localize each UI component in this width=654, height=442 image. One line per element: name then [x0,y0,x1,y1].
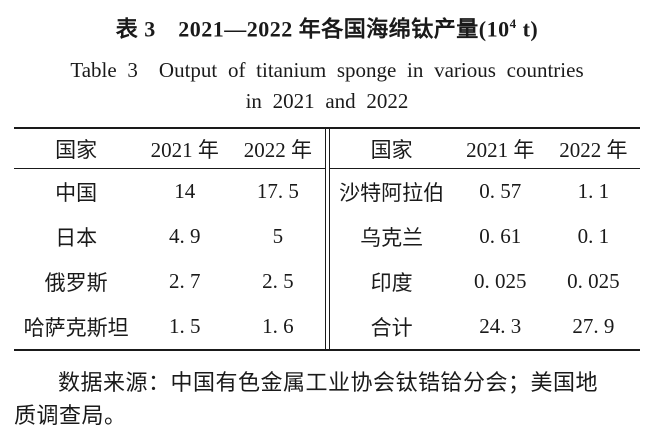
cell-2021-value: 2. 7 [169,269,201,294]
cell-country: 乌克兰 [360,225,424,250]
cell-country: 中国 [55,180,98,205]
header-2022-left: 2022 年 [243,137,313,162]
cell-2021-value: 0. 57 [479,179,522,204]
cell-2022-value: 1. 1 [577,179,610,204]
cell-country: 合计 [370,315,413,340]
title-zh-superscript: 4 [509,16,517,31]
table-row-russia: 俄罗斯 2. 7 2. 5 [14,259,325,304]
cell-2021-value: 0. 61 [479,224,522,249]
table-center-double-rule [324,129,330,350]
cell-country: 日本 [55,225,98,250]
table-row-china: 中国 14 17. 5 [14,169,325,214]
table-title-en-line1: Table 3 Output of titanium sponge in var… [70,58,584,83]
data-source-note: 数据来源：中国有色金属工业协会钛锆铪分会；美国地质调查局。 [14,370,599,429]
cell-2022-value: 0. 1 [577,224,610,249]
cell-2022-value: 27. 9 [572,314,615,339]
header-country-right: 国家 [370,137,413,162]
title-zh-unit: t) [516,16,539,42]
table-row-india: 印度 0. 025 0. 025 [330,259,641,304]
table-right-half: 国家 2021 年 2022 年 沙特阿拉伯 0. 57 1. 1 乌克兰 0.… [329,129,641,349]
cell-2022-value: 1. 6 [262,314,294,339]
cell-2021-value: 0. 025 [474,269,527,294]
cell-2022-value: 17. 5 [256,179,299,204]
cell-country: 印度 [370,270,413,295]
cell-country: 俄罗斯 [44,270,108,295]
table-row-ukraine: 乌克兰 0. 61 0. 1 [330,214,641,259]
header-2021-right: 2021 年 [466,137,535,162]
cell-2021-value: 1. 5 [169,314,201,339]
table-row-japan: 日本 4. 9 5 [14,214,325,259]
title-zh-text: 表 3 2021—2022 年各国海绵钛产量(10 [115,16,510,42]
cell-country: 哈萨克斯坦 [23,315,129,340]
cell-2022-value: 5 [272,224,284,249]
header-country-left: 国家 [55,137,98,162]
header-2022-right: 2022 年 [559,137,628,162]
table-title-zh: 表 3 2021—2022 年各国海绵钛产量(104 t) [0,10,654,43]
cell-2021-value: 14 [174,179,196,204]
table-title-en-line2: in 2021 and 2022 [245,89,409,114]
table-left-half: 国家 2021 年 2022 年 中国 14 17. 5 日本 4. 9 5 俄… [14,129,325,349]
data-table: 国家 2021 年 2022 年 中国 14 17. 5 日本 4. 9 5 俄… [14,127,641,352]
table-row-kazakhstan: 哈萨克斯坦 1. 5 1. 6 [14,304,325,349]
cell-2021-value: 4. 9 [169,224,201,249]
table-header-row-right: 国家 2021 年 2022 年 [329,129,640,170]
header-2021-left: 2021 年 [150,137,219,162]
cell-country: 沙特阿拉伯 [339,180,445,205]
table-row-total: 合计 24. 3 27. 9 [330,304,641,349]
table-row-saudi-arabia: 沙特阿拉伯 0. 57 1. 1 [330,169,641,214]
cell-2022-value: 2. 5 [262,269,294,294]
cell-2022-value: 0. 025 [567,269,620,294]
cell-2021-value: 24. 3 [479,314,522,339]
table-header-row-left: 国家 2021 年 2022 年 [14,129,325,170]
